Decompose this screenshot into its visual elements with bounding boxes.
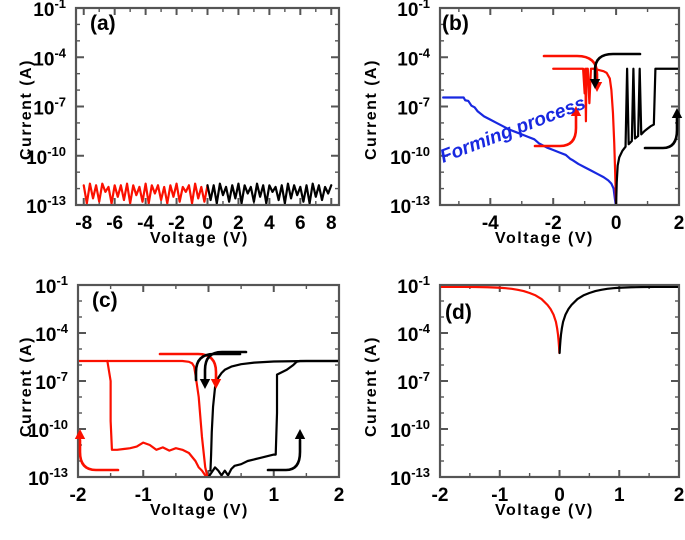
panel-d-ylabel: Current (A) — [363, 336, 380, 437]
x-tick-label: -6 — [106, 213, 123, 234]
y-tick-label: 10-4 — [35, 321, 68, 346]
series-negative-sweep-noise — [82, 182, 209, 204]
y-tick-label: 10-4 — [33, 45, 66, 70]
x-tick-label: -2 — [545, 213, 562, 234]
x-tick-label: -8 — [75, 213, 92, 234]
panel-d-xlabel: Voltage (V) — [495, 502, 594, 519]
panel-a-xlabel: Voltage (V) — [150, 230, 249, 247]
panel-b-ylabel: Current (A) — [363, 59, 380, 160]
panel-a-ylabel: Current (A) — [18, 59, 35, 160]
y-tick-label: 10-7 — [33, 95, 66, 120]
x-tick-label: -1 — [491, 485, 508, 506]
x-tick-label: 4 — [264, 213, 275, 234]
series-positive-return-highstate — [209, 359, 338, 472]
annotation-arrowhead — [589, 79, 601, 89]
y-tick-label: 10-1 — [35, 273, 68, 298]
y-tick-label: 10-13 — [390, 465, 430, 490]
y-tick-label: 10-1 — [397, 273, 430, 298]
series-negative-return-lowstate — [106, 359, 207, 476]
y-tick-label: 10-13 — [28, 465, 68, 490]
panel-b: 10-1 10-4 10-7 10-10 10-13 -4 -2 0 2 Forming proc… — [345, 0, 685, 270]
x-tick-label: 2 — [674, 485, 685, 506]
x-tick-label: -2 — [70, 485, 87, 506]
annotation-arrow — [78, 438, 120, 472]
x-tick-label: 2 — [674, 213, 685, 234]
y-tick-label: 10-4 — [397, 45, 430, 70]
panel-d-plot: 10-1 10-4 10-7 10-10 10-13-2 -1 0 1 2 — [390, 273, 685, 506]
y-tick-label: 10-10 — [390, 417, 430, 442]
y-tick-label: 10-4 — [397, 321, 430, 346]
panel-c-ylabel: Current (A) — [18, 336, 35, 437]
panel-c: 10-1 10-4 10-7 10-10 10-13 -2 -1 0 1 2 (c) Voltag… — [0, 265, 345, 540]
annotation-arrowhead — [294, 429, 306, 439]
y-tick-label: 10-1 — [33, 0, 66, 21]
annotation-arrowhead — [671, 108, 683, 118]
x-tick-label: -2 — [168, 213, 185, 234]
x-tick-label: 2 — [233, 213, 244, 234]
panel-a: 10-1 10-4 10-7 10-10 10-13 -8 -6 -4 -2 0 2 4 6 8 (a) … — [0, 0, 345, 270]
x-tick-label: 1 — [268, 485, 279, 506]
x-tick-label: -4 — [137, 213, 154, 234]
y-tick-label: 10-1 — [397, 0, 430, 21]
x-tick-label: -1 — [135, 485, 152, 506]
y-tick-label: 10-7 — [397, 95, 430, 120]
annotation-arrowhead — [210, 379, 222, 389]
annotation-arrowhead — [74, 429, 86, 439]
annotation-arrow — [643, 116, 679, 150]
series-positive-sweep-noise — [206, 182, 333, 204]
x-tick-label: 1 — [614, 485, 625, 506]
annotation-arrow — [203, 350, 248, 381]
y-tick-label: 10-10 — [390, 144, 430, 169]
series-set-positive-branch — [615, 67, 678, 204]
y-tick-label: 10-7 — [397, 369, 430, 394]
x-tick-label: -4 — [482, 213, 499, 234]
panel-d: 10-1 10-4 10-7 10-10 10-13 -2 -1 0 1 2 (d) Voltag… — [345, 265, 685, 540]
annotation-arrow — [266, 438, 302, 472]
x-tick-label: 0 — [554, 485, 565, 506]
x-tick-label: 6 — [295, 213, 306, 234]
x-tick-label: -2 — [432, 485, 449, 506]
panel-b-xlabel: Voltage (V) — [495, 230, 594, 247]
series-reset-set-negative-branch — [552, 67, 618, 204]
x-tick-label: 0 — [202, 213, 213, 234]
annotation-arrow — [533, 114, 578, 148]
x-tick-label: 0 — [611, 213, 622, 234]
panel-b-tag: (b) — [442, 12, 469, 35]
series-positive-set-branch — [207, 359, 338, 476]
series-positive-ohmic-branch — [558, 286, 678, 355]
panel-a-tag: (a) — [90, 12, 116, 35]
annotation-arrow — [158, 352, 218, 382]
y-tick-label: 10-13 — [390, 193, 430, 218]
annotation-arrowhead — [570, 106, 582, 116]
panel-d-tag: (d) — [445, 301, 472, 324]
x-tick-label: 8 — [326, 213, 337, 234]
panel-c-tag: (c) — [92, 289, 118, 312]
plot-frame — [74, 6, 341, 207]
series-negative-reset-branch — [79, 359, 210, 476]
y-tick-label: 10-13 — [26, 193, 66, 218]
annotation-arrow — [542, 54, 599, 86]
plot-frame — [438, 283, 681, 479]
panel-c-xlabel: Voltage (V) — [150, 502, 249, 519]
y-tick-label: 10-7 — [35, 369, 68, 394]
x-tick-label: 2 — [334, 485, 345, 506]
series-forming-process — [442, 96, 617, 204]
x-tick-label: 0 — [203, 485, 214, 506]
series-negative-ohmic-branch — [441, 286, 561, 355]
annotation-arrow — [593, 52, 642, 82]
annotation-arrowhead — [199, 379, 211, 389]
